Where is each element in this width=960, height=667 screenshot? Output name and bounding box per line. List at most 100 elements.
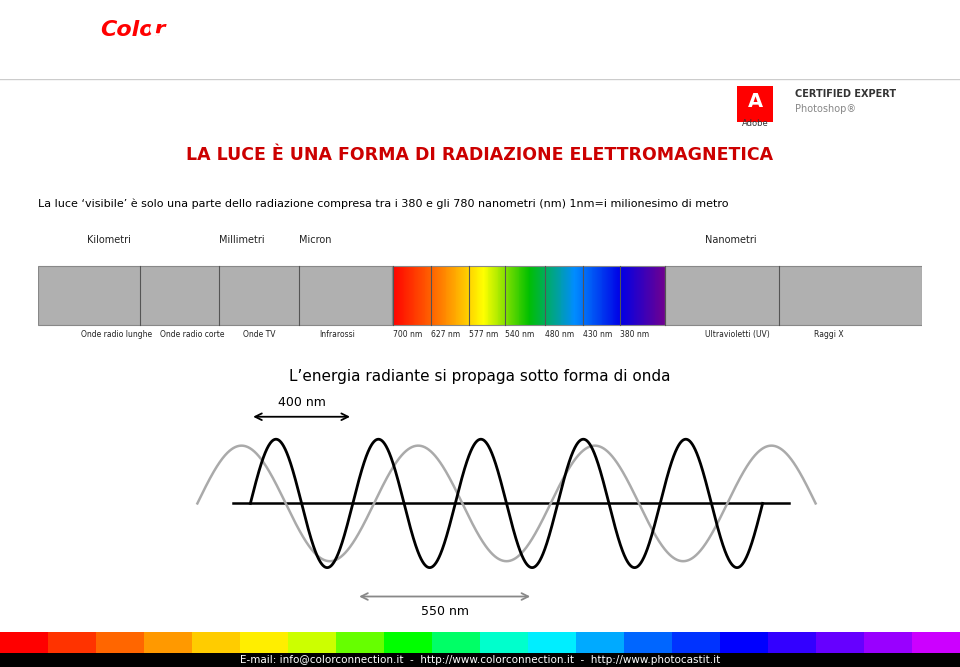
Bar: [600, 266, 602, 325]
Text: 400 nm: 400 nm: [277, 396, 325, 409]
Bar: [605, 266, 607, 325]
Text: Onde radio lunghe: Onde radio lunghe: [81, 330, 152, 339]
Bar: [541, 266, 543, 325]
Bar: [407, 266, 409, 325]
Bar: [540, 266, 542, 325]
Bar: [518, 266, 520, 325]
Bar: [566, 266, 567, 325]
Bar: [528, 266, 530, 325]
Bar: [552, 266, 554, 325]
Bar: [615, 266, 617, 325]
Bar: [445, 266, 447, 325]
Text: E-mail: info@colorconnection.it  -  http://www.colorconnection.it  -  http://www: E-mail: info@colorconnection.it - http:/…: [240, 655, 720, 665]
Bar: [449, 266, 451, 325]
Bar: [584, 266, 586, 325]
Text: 480 nm: 480 nm: [545, 330, 574, 339]
Bar: [634, 266, 636, 325]
Bar: [336, 632, 384, 652]
Bar: [624, 266, 626, 325]
Bar: [599, 266, 601, 325]
Bar: [472, 266, 474, 325]
Bar: [607, 266, 609, 325]
Bar: [632, 266, 634, 325]
Bar: [586, 266, 588, 325]
Bar: [538, 266, 540, 325]
Bar: [423, 266, 425, 325]
Bar: [575, 266, 577, 325]
Bar: [38, 266, 392, 325]
Bar: [0, 632, 48, 652]
Bar: [662, 266, 664, 325]
Text: 550 nm: 550 nm: [420, 605, 468, 618]
Bar: [501, 266, 503, 325]
Bar: [496, 266, 498, 325]
Bar: [528, 632, 576, 652]
Bar: [473, 266, 474, 325]
Bar: [392, 266, 665, 325]
Bar: [582, 266, 584, 325]
Text: 700 nm: 700 nm: [394, 330, 422, 339]
Bar: [413, 266, 415, 325]
Bar: [616, 266, 618, 325]
Bar: [598, 266, 600, 325]
Text: 577 nm: 577 nm: [468, 330, 498, 339]
Bar: [401, 266, 402, 325]
Bar: [443, 266, 444, 325]
Bar: [565, 266, 566, 325]
Bar: [623, 266, 624, 325]
Bar: [410, 266, 412, 325]
Bar: [570, 266, 572, 325]
Bar: [405, 266, 407, 325]
Bar: [439, 266, 441, 325]
Bar: [393, 266, 395, 325]
Bar: [406, 266, 408, 325]
Bar: [411, 266, 413, 325]
Bar: [537, 266, 539, 325]
Bar: [394, 266, 396, 325]
Bar: [638, 266, 640, 325]
Text: Ultravioletti (UV): Ultravioletti (UV): [706, 330, 770, 339]
Bar: [516, 266, 517, 325]
Bar: [519, 266, 521, 325]
Bar: [144, 632, 192, 652]
Bar: [497, 266, 499, 325]
Text: 627 nm: 627 nm: [430, 330, 460, 339]
Bar: [455, 266, 456, 325]
Bar: [408, 266, 410, 325]
Bar: [608, 266, 610, 325]
Bar: [654, 266, 656, 325]
Bar: [543, 266, 545, 325]
Bar: [564, 266, 566, 325]
Bar: [720, 632, 768, 652]
Bar: [640, 266, 641, 325]
Bar: [440, 266, 442, 325]
Bar: [628, 266, 630, 325]
Bar: [587, 266, 588, 325]
Text: Nanometri: Nanometri: [706, 235, 756, 245]
Bar: [581, 266, 583, 325]
Bar: [450, 266, 452, 325]
Bar: [545, 266, 547, 325]
Bar: [475, 266, 477, 325]
Bar: [534, 266, 536, 325]
Bar: [526, 266, 528, 325]
Bar: [630, 266, 632, 325]
Bar: [432, 266, 434, 325]
Bar: [579, 266, 581, 325]
Bar: [489, 266, 491, 325]
Bar: [660, 266, 662, 325]
Bar: [535, 266, 537, 325]
Bar: [547, 266, 548, 325]
Bar: [636, 266, 637, 325]
Bar: [664, 266, 666, 325]
Bar: [392, 266, 394, 325]
Bar: [549, 266, 551, 325]
Bar: [551, 266, 553, 325]
Bar: [585, 266, 586, 325]
Bar: [557, 266, 559, 325]
Bar: [648, 266, 650, 325]
Bar: [646, 266, 648, 325]
Bar: [470, 266, 472, 325]
Bar: [400, 266, 401, 325]
Bar: [657, 266, 659, 325]
